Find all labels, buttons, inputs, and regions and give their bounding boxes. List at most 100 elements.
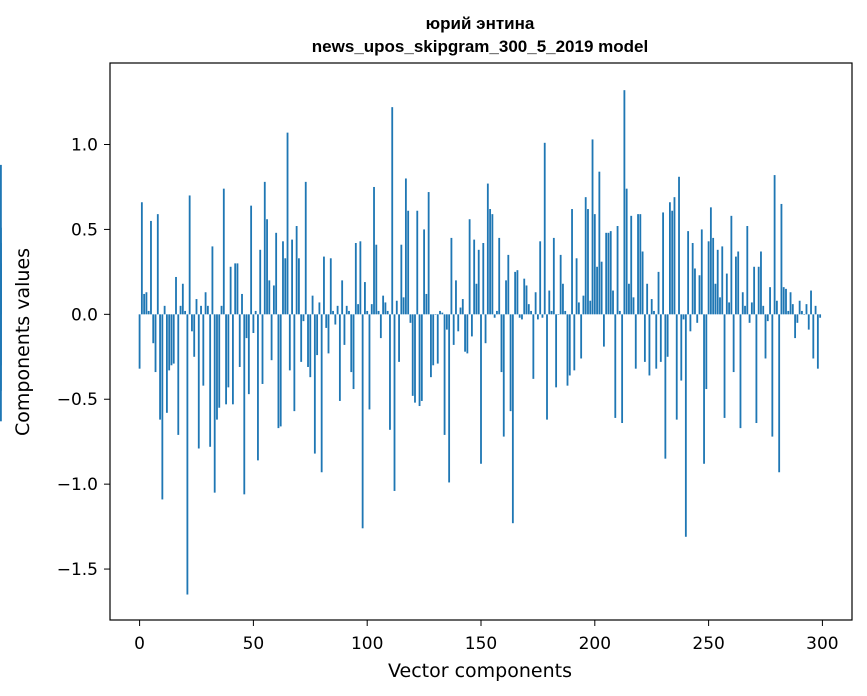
- bar: [232, 314, 234, 405]
- bar: [418, 314, 421, 407]
- bar: [195, 299, 198, 315]
- bar: [775, 300, 778, 315]
- bar: [616, 226, 619, 315]
- y-axis-label: Components values: [12, 248, 34, 436]
- bar: [416, 210, 419, 315]
- bar: [295, 226, 298, 315]
- bar: [598, 171, 601, 315]
- bar: [603, 314, 605, 347]
- bar: [707, 241, 710, 315]
- bar: [709, 207, 712, 315]
- bar: [552, 237, 555, 315]
- bar: [329, 258, 332, 315]
- bar: [744, 305, 746, 315]
- bar: [145, 292, 148, 315]
- bar: [614, 314, 617, 418]
- bar: [657, 271, 660, 315]
- bar: [637, 214, 639, 315]
- chart-title-line-2: news_upos_skipgram_300_5_2019 model: [312, 37, 648, 56]
- bar: [755, 314, 758, 424]
- bar: [507, 254, 510, 315]
- bar: [680, 314, 683, 381]
- bar: [650, 299, 653, 315]
- x-axis-ticks: 0 50 100 150 200 250 300: [134, 620, 839, 654]
- bar: [634, 314, 637, 369]
- bar: [445, 314, 448, 330]
- bar: [302, 314, 305, 322]
- bar: [252, 314, 255, 334]
- bar: [225, 314, 227, 405]
- bar: [213, 314, 216, 493]
- bar: [443, 314, 446, 435]
- bar: [703, 314, 705, 464]
- bar: [648, 314, 651, 376]
- bar: [655, 314, 658, 369]
- bar: [807, 314, 810, 330]
- bar: [304, 181, 307, 315]
- bar: [270, 314, 273, 361]
- bar: [700, 229, 703, 315]
- bar: [548, 290, 551, 315]
- bar: [573, 314, 576, 371]
- bar: [659, 314, 662, 362]
- bar: [632, 297, 635, 315]
- bar: [669, 202, 671, 315]
- bar: [568, 314, 571, 376]
- bar: [425, 293, 428, 315]
- bar: [796, 314, 799, 323]
- bar: [140, 202, 143, 315]
- bar: [277, 314, 280, 429]
- y-tick-label: 1.0: [71, 136, 98, 156]
- y-tick-label: −1.5: [57, 560, 98, 580]
- bar: [623, 90, 626, 315]
- bar: [441, 312, 444, 315]
- bar: [587, 209, 589, 315]
- bar: [546, 314, 548, 420]
- bar: [539, 241, 542, 315]
- bar: [600, 261, 603, 315]
- bar: [318, 302, 321, 315]
- bar: [259, 249, 262, 315]
- bar: [172, 314, 175, 364]
- y-tick-label: −1.0: [57, 475, 98, 495]
- bar: [571, 209, 573, 315]
- bar: [575, 258, 578, 315]
- bar: [730, 215, 733, 315]
- bar: [541, 314, 544, 318]
- bar: [719, 297, 721, 315]
- bar: [168, 314, 171, 371]
- bar: [798, 300, 801, 315]
- bar: [313, 314, 316, 454]
- bar: [220, 305, 223, 315]
- bar: [343, 314, 346, 345]
- bar: [801, 310, 803, 315]
- bar: [698, 275, 701, 315]
- bar: [457, 314, 460, 332]
- bar: [543, 142, 546, 315]
- bar: [138, 314, 141, 369]
- bar: [354, 243, 357, 315]
- bar: [323, 256, 325, 315]
- bar: [236, 263, 239, 315]
- bar: [712, 237, 715, 315]
- bar: [564, 310, 567, 315]
- bar: [307, 314, 309, 367]
- bar: [673, 197, 676, 315]
- bar: [780, 203, 783, 315]
- bar: [550, 310, 553, 315]
- bar: [684, 314, 687, 537]
- bar: [739, 314, 742, 429]
- bar: [284, 258, 287, 315]
- bar: [766, 314, 769, 322]
- bar: [773, 175, 776, 315]
- bar: [630, 215, 633, 315]
- bar: [805, 304, 808, 315]
- bar: [177, 314, 180, 435]
- bar: [778, 314, 781, 473]
- chart-title: юрий энтина news_upos_skipgram_300_5_201…: [312, 14, 648, 56]
- bar: [191, 314, 193, 332]
- bar: [477, 249, 480, 315]
- bar: [352, 314, 355, 390]
- bar: [810, 290, 812, 315]
